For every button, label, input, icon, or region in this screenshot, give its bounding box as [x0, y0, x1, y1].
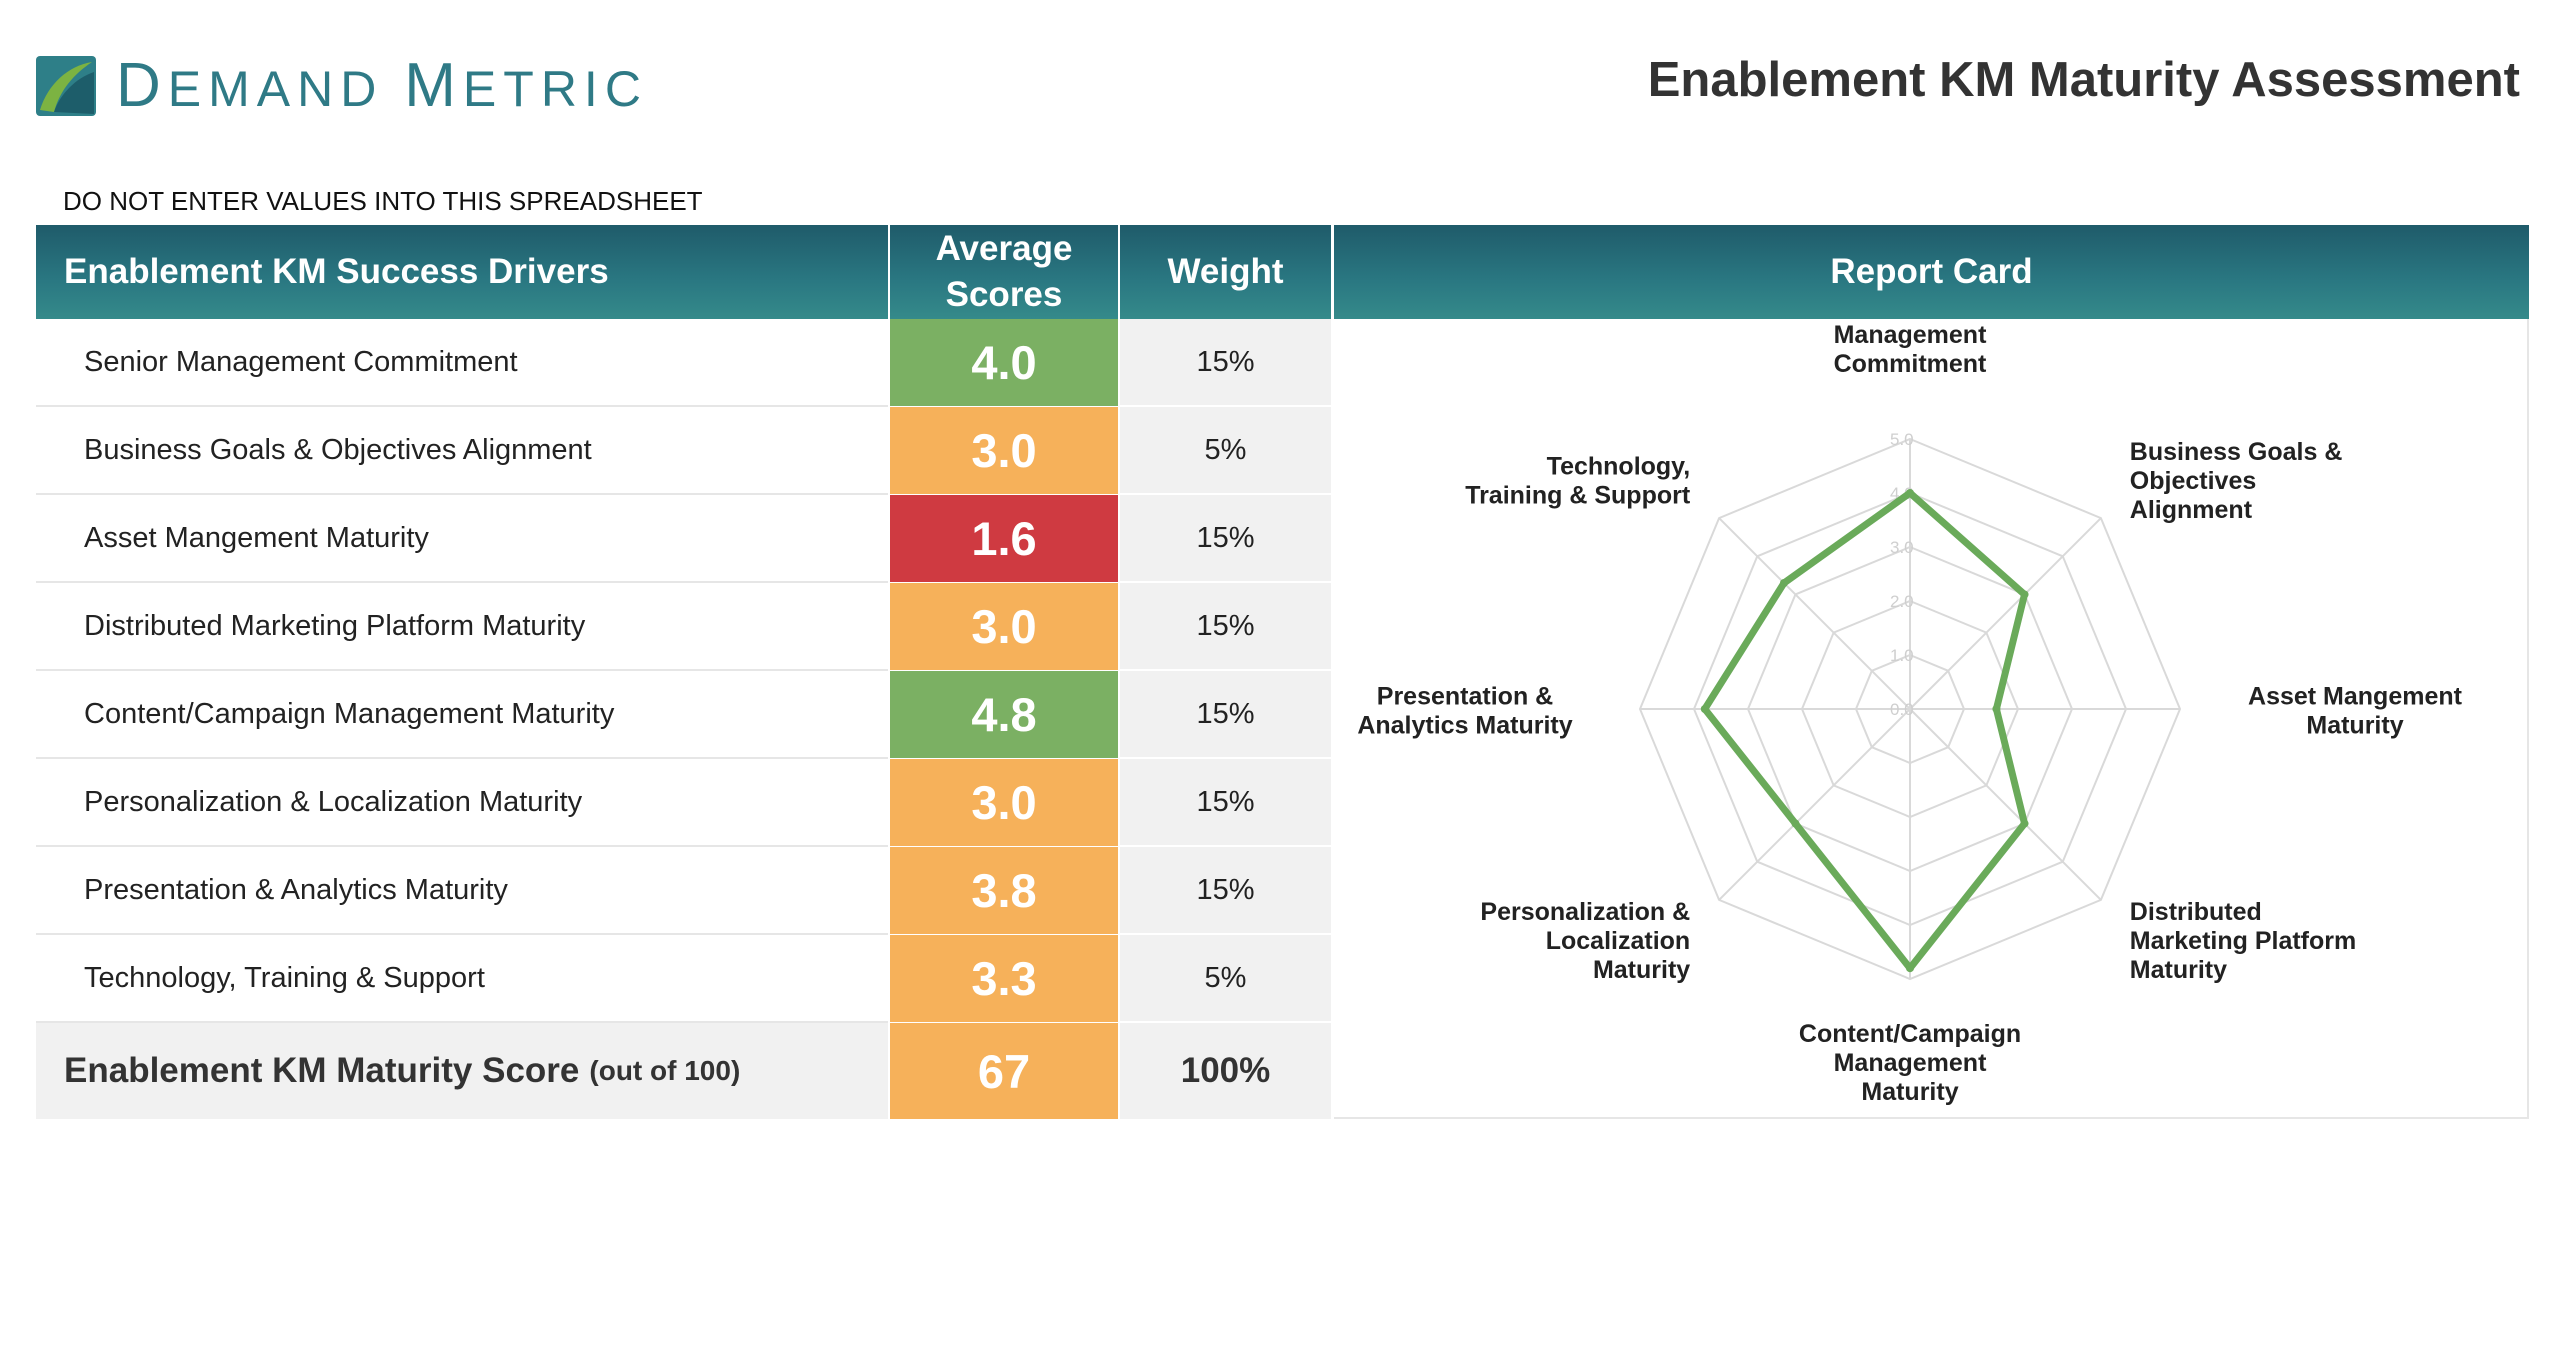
driver-label: Distributed Marketing Platform Maturity	[36, 583, 888, 671]
weight-cell: 5%	[1120, 935, 1331, 1023]
table-row: Personalization & Localization Maturity …	[36, 759, 1331, 847]
radar-category-label: Business Goals & Objectives Alignment	[2130, 438, 2343, 524]
radar-category-label-line: Training & Support	[1465, 482, 1691, 510]
radar-category-label-line: Commitment	[1834, 350, 1987, 378]
radar-category-label-line: Analytics Maturity	[1357, 712, 1572, 740]
weight-cell: 15%	[1120, 319, 1331, 407]
average-score-cell: 3.0	[890, 759, 1118, 847]
weight-cell: 15%	[1120, 495, 1331, 583]
weight-cell: 5%	[1120, 407, 1331, 495]
weight-cell: 15%	[1120, 759, 1331, 847]
radar-category-label: Personalization & Localization Maturity	[1480, 898, 1690, 984]
weight-cell: 15%	[1120, 583, 1331, 671]
radar-data-point	[1700, 705, 1709, 713]
radar-category-label: Asset Mangement Maturity	[2248, 683, 2463, 740]
table-row: Asset Mangement Maturity 1.6 15%	[36, 495, 1331, 583]
radar-category-label-line: Presentation &	[1377, 683, 1553, 711]
average-score-cell: 1.6	[890, 495, 1118, 583]
radar-tick-label: 5.0	[1890, 430, 1914, 449]
radar-data-point	[2020, 819, 2029, 828]
radar-spoke	[1909, 708, 2102, 901]
total-weight-cell: 100%	[1120, 1023, 1331, 1119]
table-row: Technology, Training & Support 3.3 5%	[36, 935, 1331, 1023]
header-drivers: Enablement KM Success Drivers	[36, 225, 888, 319]
total-row: Enablement KM Maturity Score (out of 100)…	[36, 1023, 1331, 1119]
radar-category-label-line: Maturity	[1861, 1078, 1958, 1106]
radar-category-label-line: Management	[1834, 1049, 1987, 1077]
total-score-cell: 67	[890, 1023, 1118, 1119]
notice-text: DO NOT ENTER VALUES INTO THIS SPREADSHEE…	[63, 186, 703, 216]
radar-tick-label: 0.0	[1890, 700, 1914, 719]
weight-cell: 15%	[1120, 671, 1331, 759]
header-average-scores: Average Scores	[890, 225, 1118, 319]
radar-category-label: Distributed Marketing Platform Maturity	[2130, 898, 2356, 984]
driver-label: Personalization & Localization Maturity	[36, 759, 888, 847]
radar-category-label-line: Distributed	[2130, 898, 2262, 926]
radar-category-label-line: Senior	[1871, 319, 1949, 320]
average-score-cell: 4.8	[890, 671, 1118, 759]
radar-category-label-line: Technology,	[1547, 453, 1691, 481]
total-label-suffix: (out of 100)	[589, 1055, 741, 1086]
assessment-table: Enablement KM Success Drivers Average Sco…	[36, 225, 2529, 1121]
total-label: Enablement KM Maturity Score (out of 100)	[36, 1023, 888, 1119]
table-row: Business Goals & Objectives Alignment 3.…	[36, 407, 1331, 495]
radar-category-label: Content/Campaign Management Maturity	[1799, 1020, 2021, 1106]
radar-spoke	[1909, 517, 2102, 710]
average-score-cell: 4.0	[890, 319, 1118, 407]
radar-chart: 0.01.02.03.04.05.0SeniorManagementCommit…	[1357, 319, 2463, 1106]
header-average-line1: Average	[935, 229, 1073, 268]
brand-wordmark: DEMAND METRIC	[116, 51, 648, 120]
radar-data-point	[1906, 964, 1914, 973]
radar-tick-label: 2.0	[1890, 592, 1914, 611]
radar-category-label-line: Objectives	[2130, 467, 2256, 495]
table-row: Distributed Marketing Platform Maturity …	[36, 583, 1331, 671]
radar-data-point	[1791, 819, 1800, 828]
radar-category-label-line: Asset Mangement	[2248, 683, 2463, 711]
radar-category-label-line: Maturity	[2130, 956, 2227, 984]
radar-category-label-line: Content/Campaign	[1799, 1020, 2021, 1048]
radar-tick-label: 1.0	[1890, 646, 1914, 665]
radar-category-label: Technology, Training & Support	[1465, 453, 1691, 510]
radar-data-point	[1992, 705, 2001, 713]
radar-tick-label: 3.0	[1890, 538, 1914, 557]
radar-category-label-line: Business Goals &	[2130, 438, 2343, 466]
driver-label: Senior Management Commitment	[36, 319, 888, 407]
driver-label: Business Goals & Objectives Alignment	[36, 407, 888, 495]
radar-category-label-line: Alignment	[2130, 496, 2253, 524]
radar-category-label-line: Personalization &	[1480, 898, 1690, 926]
weight-cell: 15%	[1120, 847, 1331, 935]
table-row: Presentation & Analytics Maturity 3.8 15…	[36, 847, 1331, 935]
radar-spoke	[1718, 708, 1911, 901]
average-score-cell: 3.0	[890, 407, 1118, 495]
radar-category-label-line: Maturity	[1593, 956, 1690, 984]
driver-label: Technology, Training & Support	[36, 935, 888, 1023]
driver-label: Asset Mangement Maturity	[36, 495, 888, 583]
header-average-line2: Scores	[945, 275, 1063, 314]
brand-logo: DEMAND METRIC	[34, 50, 648, 121]
header-report-card: Report Card	[1334, 225, 2529, 319]
radar-data-point	[1779, 578, 1788, 587]
table-row: Content/Campaign Management Maturity 4.8…	[36, 671, 1331, 759]
average-score-cell: 3.8	[890, 847, 1118, 935]
radar-category-label-line: Management	[1834, 321, 1987, 349]
driver-label: Content/Campaign Management Maturity	[36, 671, 888, 759]
demand-metric-logo-icon	[36, 55, 96, 116]
page-title: Enablement KM Maturity Assessment	[1647, 53, 2520, 107]
total-label-text: Enablement KM Maturity Score	[64, 1051, 580, 1090]
radar-spoke	[1718, 517, 1911, 710]
radar-data-point	[2020, 590, 2029, 599]
report-card-panel: 0.01.02.03.04.05.0SeniorManagementCommit…	[1334, 319, 2529, 1119]
table-row: Senior Management Commitment 4.0 15%	[36, 319, 1331, 407]
radar-category-label: Presentation & Analytics Maturity	[1357, 683, 1572, 740]
radar-category-label-line: Maturity	[2306, 712, 2403, 740]
average-score-cell: 3.3	[890, 935, 1118, 1023]
radar-category-label-line: Marketing Platform	[2130, 927, 2356, 955]
average-score-cell: 3.0	[890, 583, 1118, 671]
header-weight: Weight	[1120, 225, 1331, 319]
driver-label: Presentation & Analytics Maturity	[36, 847, 888, 935]
radar-data-point	[1906, 489, 1914, 497]
radar-category-label-line: Localization	[1546, 927, 1690, 955]
